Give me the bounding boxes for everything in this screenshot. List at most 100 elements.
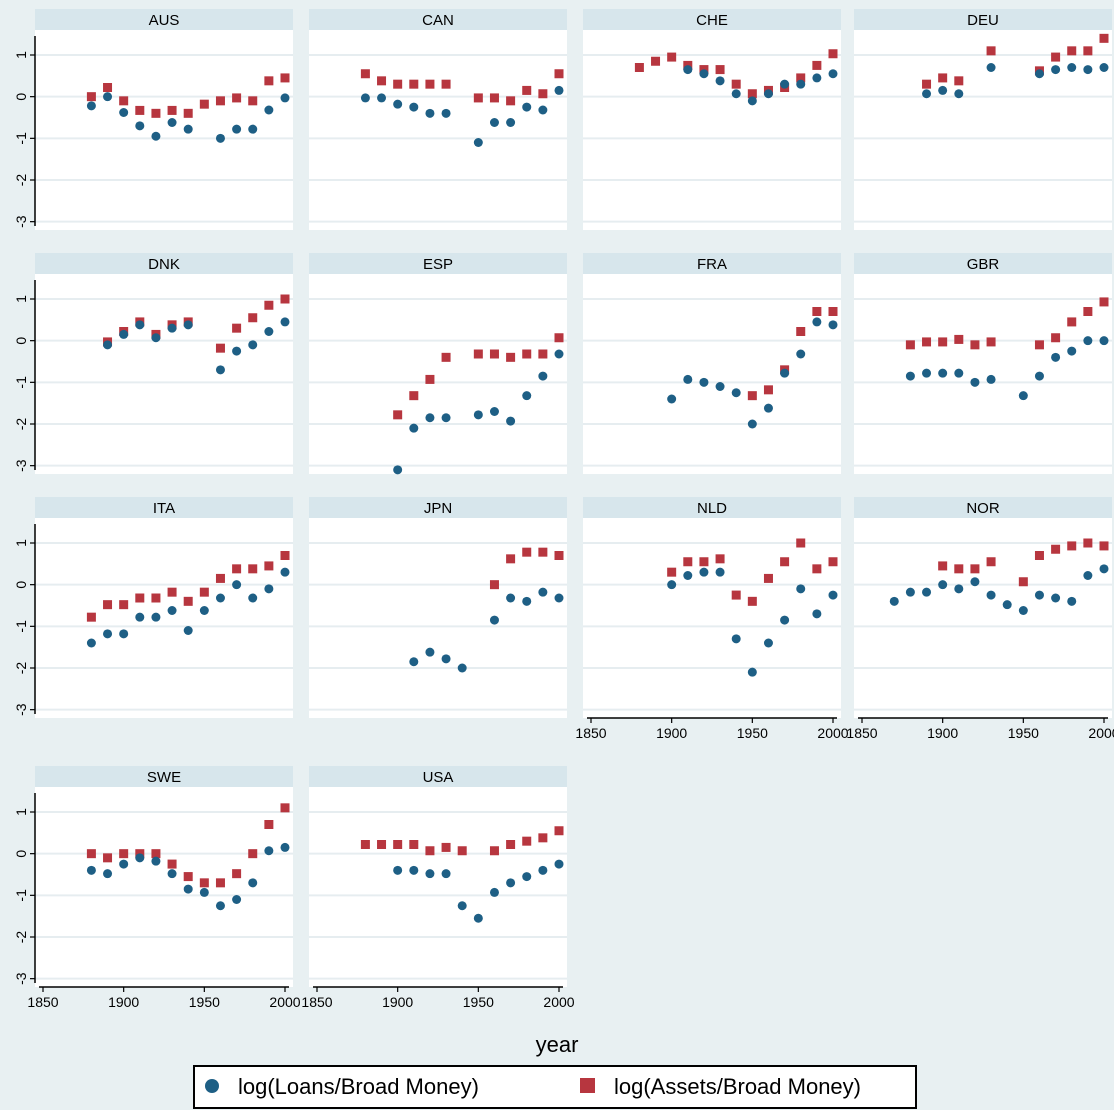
assets-point: [812, 564, 822, 574]
assets-point: [796, 73, 806, 83]
assets-point: [1034, 340, 1044, 350]
loans-point: [1067, 596, 1077, 606]
loans-point: [151, 333, 161, 343]
loans-point: [699, 377, 709, 387]
assets-point: [1083, 307, 1093, 316]
panel-dnk: DNK 1 0 -1 -2 -3: [13, 253, 293, 474]
loans-point: [986, 374, 996, 384]
loans-point: [554, 349, 564, 359]
panel-nld: NLD 1850 1900 1950 2000: [575, 497, 849, 741]
y-tick-label: -1: [13, 889, 29, 902]
loans-point: [103, 869, 113, 879]
panel-deu: DEU: [854, 9, 1112, 230]
loans-point: [889, 596, 899, 606]
y-tick-label: -3: [13, 215, 29, 228]
assets-point: [683, 557, 693, 567]
loans-point: [1018, 606, 1028, 615]
loans-point: [1099, 63, 1109, 72]
panel-aus: AUS 1 0 -1 -2 -3: [13, 9, 293, 230]
loans-point: [970, 377, 980, 387]
assets-point: [425, 846, 435, 856]
assets-point: [828, 557, 838, 567]
x-tick-label: 2000: [269, 994, 300, 1010]
assets-point: [1034, 551, 1044, 560]
loans-point: [167, 869, 177, 879]
loans-point: [425, 108, 435, 118]
assets-point: [151, 108, 161, 118]
assets-point: [377, 840, 387, 849]
panel-title: NOR: [966, 500, 1000, 517]
loans-point: [248, 593, 258, 603]
y-tick-label: 1: [13, 808, 29, 816]
loans-point: [264, 105, 274, 115]
assets-point: [151, 849, 161, 859]
assets-point: [731, 79, 741, 89]
loans-point: [747, 667, 757, 677]
panel-gbr: GBR: [854, 253, 1112, 474]
loans-point: [1083, 336, 1093, 346]
assets-point: [522, 547, 532, 557]
panel-header: [35, 9, 293, 30]
x-tick-label: 1900: [927, 725, 958, 741]
assets-point: [199, 878, 209, 888]
assets-point: [393, 410, 403, 420]
assets-point: [554, 826, 564, 836]
x-tick-label: 1900: [656, 725, 687, 741]
loans-point: [248, 124, 258, 134]
assets-point: [248, 96, 258, 106]
plot-area: [35, 274, 293, 474]
assets-point: [441, 352, 451, 362]
assets-point: [1083, 46, 1093, 56]
y-tick-label: 0: [13, 337, 29, 345]
x-tick-label: 2000: [817, 725, 848, 741]
loans-point: [986, 63, 996, 72]
assets-point: [457, 846, 467, 856]
assets-point: [1051, 52, 1061, 62]
assets-point: [970, 340, 980, 350]
panel-title: AUS: [149, 12, 180, 29]
loans-point: [441, 869, 451, 879]
y-tick-label: -3: [13, 459, 29, 472]
y-tick-label: -2: [13, 931, 29, 944]
loans-point: [232, 124, 242, 134]
loans-point: [812, 73, 822, 83]
loans-point: [986, 590, 996, 600]
loans-point: [731, 388, 741, 398]
loans-point: [747, 96, 757, 106]
loans-point: [683, 65, 693, 75]
loans-point: [667, 580, 677, 590]
loans-point: [731, 634, 741, 644]
loans-point: [780, 615, 790, 625]
loans-point: [135, 853, 145, 863]
assets-point: [167, 859, 177, 869]
assets-point: [183, 872, 193, 882]
assets-point: [796, 538, 806, 548]
panel-esp: ESP: [309, 253, 567, 475]
assets-point: [232, 93, 242, 103]
assets-point: [954, 334, 964, 344]
assets-point: [409, 79, 419, 89]
loans-point: [715, 567, 725, 577]
panel-title: CAN: [422, 12, 454, 29]
assets-point: [135, 105, 145, 115]
loans-point: [522, 872, 532, 882]
loans-point: [905, 371, 915, 381]
assets-point: [473, 93, 483, 103]
loans-point: [473, 913, 483, 923]
assets-point: [360, 840, 370, 849]
assets-point: [828, 49, 838, 59]
assets-point: [1099, 541, 1109, 551]
loans-point: [151, 612, 161, 622]
assets-point: [1051, 544, 1061, 554]
assets-point: [538, 833, 548, 843]
loans-point: [667, 394, 677, 404]
y-tick-label: -3: [13, 703, 29, 716]
loans-point: [715, 76, 725, 86]
loans-point: [215, 133, 225, 143]
y-tick-label: 0: [13, 93, 29, 101]
loans-point: [522, 102, 532, 112]
assets-point: [264, 820, 274, 829]
assets-point: [119, 96, 129, 106]
assets-point: [522, 349, 532, 359]
loans-point: [86, 101, 96, 111]
